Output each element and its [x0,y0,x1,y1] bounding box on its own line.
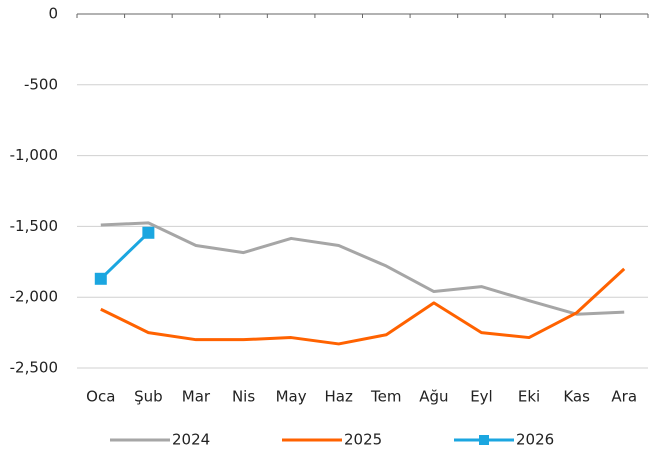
x-tick-label: Mar [182,388,211,406]
x-tick-label: May [276,388,307,406]
x-tick-label: Tem [370,388,401,406]
legend-label: 2026 [516,431,554,449]
x-tick-label: Ağu [419,388,448,406]
legend-label: 2024 [172,431,210,449]
point-marker [94,272,107,285]
y-tick-label: -2,000 [10,288,58,306]
point-marker [142,226,155,239]
x-tick-label: Şub [134,388,163,406]
series-line [100,267,626,346]
x-tick-label: Haz [325,388,353,406]
x-tick-label: Eyl [470,388,493,406]
x-tick-label: Ara [611,388,637,406]
y-tick-label: -2,500 [10,359,58,377]
x-tick-label: Nis [232,388,255,406]
legend-marker [479,435,489,445]
y-tick-label: -1,000 [10,146,58,164]
x-tick-label: Kas [563,388,590,406]
series-line [99,231,150,280]
x-tick-label: Oca [86,388,115,406]
x-tick-label: Eki [518,388,540,406]
y-tick-label: -1,500 [10,217,58,235]
y-tick-label: 0 [48,5,58,23]
series-line [100,221,625,316]
y-tick-label: -500 [24,75,58,93]
legend-label: 2025 [344,431,382,449]
